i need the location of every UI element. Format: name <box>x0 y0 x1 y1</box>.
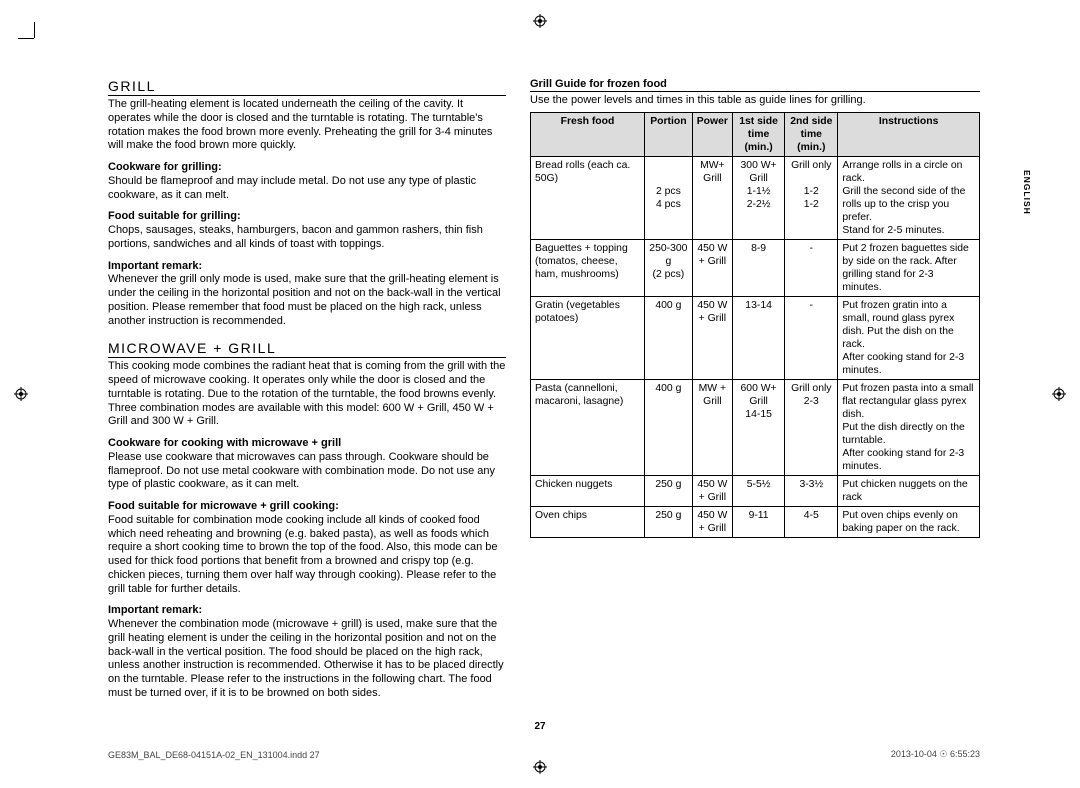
table-cell: 9-11 <box>732 506 784 537</box>
table-row: Baguettes + topping (tomatos, cheese, ha… <box>531 239 980 296</box>
table-header-row: Fresh food Portion Power 1st side time (… <box>531 112 980 156</box>
table-cell: 300 W+ Grill 1-1½ 2-2½ <box>732 156 784 239</box>
heading-grill: GRILL <box>108 78 506 96</box>
table-cell: 250 g <box>645 475 693 506</box>
table-cell: 250-300 g (2 pcs) <box>645 239 693 296</box>
footer-timestamp: 2013-10-04 ☉ 6:55:23 <box>891 749 980 760</box>
subhead-cookware-mwgrill: Cookware for cooking with microwave + gr… <box>108 437 506 451</box>
registration-mark-left <box>14 387 28 401</box>
th-instr: Instructions <box>838 112 980 156</box>
subhead-food-grill: Food suitable for grilling: <box>108 210 506 224</box>
para-mwgrill-intro: This cooking mode combines the radiant h… <box>108 360 506 429</box>
table-cell: Pasta (cannelloni, macaroni, lasagne) <box>531 379 645 475</box>
table-cell: - <box>785 296 838 379</box>
table-cell: 450 W + Grill <box>692 296 732 379</box>
table-cell: Put frozen pasta into a small flat recta… <box>838 379 980 475</box>
table-cell: Gratin (vegetables potatoes) <box>531 296 645 379</box>
table-body: Bread rolls (each ca. 50G) 2 pcs 4 pcsMW… <box>531 156 980 537</box>
grill-guide-table: Fresh food Portion Power 1st side time (… <box>530 112 980 538</box>
para-cookware-grill: Should be flameproof and may include met… <box>108 175 506 203</box>
table-row: Bread rolls (each ca. 50G) 2 pcs 4 pcsMW… <box>531 156 980 239</box>
table-cell: MW+ Grill <box>692 156 732 239</box>
table-cell: Put oven chips evenly on baking paper on… <box>838 506 980 537</box>
para-food-grill: Chops, sausages, steaks, hamburgers, bac… <box>108 224 506 252</box>
para-grill-intro: The grill-heating element is located und… <box>108 98 506 153</box>
table-cell: 600 W+ Grill 14-15 <box>732 379 784 475</box>
footer-filename: GE83M_BAL_DE68-04151A-02_EN_131004.indd … <box>108 750 320 760</box>
table-cell: Grill only 1-2 1-2 <box>785 156 838 239</box>
para-remark-mwgrill: Whenever the combination mode (microwave… <box>108 618 506 701</box>
table-cell: 5-5½ <box>732 475 784 506</box>
subhead-remark-mwgrill: Important remark: <box>108 604 506 618</box>
th-1st: 1st side time (min.) <box>732 112 784 156</box>
th-2nd: 2nd side time (min.) <box>785 112 838 156</box>
subhead-remark-grill: Important remark: <box>108 260 506 274</box>
table-cell: 400 g <box>645 296 693 379</box>
table-cell: 8-9 <box>732 239 784 296</box>
th-food: Fresh food <box>531 112 645 156</box>
table-cell: 13-14 <box>732 296 784 379</box>
table-cell: Grill only 2-3 <box>785 379 838 475</box>
th-power: Power <box>692 112 732 156</box>
column-right: Grill Guide for frozen food Use the powe… <box>530 78 980 701</box>
registration-mark-top <box>533 14 547 28</box>
table-row: Chicken nuggets250 g450 W + Grill5-5½3-3… <box>531 475 980 506</box>
heading-mwgrill: MICROWAVE + GRILL <box>108 340 506 358</box>
page-number: 27 <box>0 721 1080 732</box>
page-content: GRILL The grill-heating element is locat… <box>0 0 1080 741</box>
table-cell: 3-3½ <box>785 475 838 506</box>
para-guide-intro: Use the power levels and times in this t… <box>530 94 980 108</box>
table-cell: Oven chips <box>531 506 645 537</box>
table-cell: Put frozen gratin into a small, round gl… <box>838 296 980 379</box>
table-cell: 450 W + Grill <box>692 475 732 506</box>
table-cell: 2 pcs 4 pcs <box>645 156 693 239</box>
subhead-cookware-grill: Cookware for grilling: <box>108 161 506 175</box>
table-cell: Put 2 frozen baguettes side by side on t… <box>838 239 980 296</box>
table-cell: 450 W + Grill <box>692 239 732 296</box>
subhead-food-mwgrill: Food suitable for microwave + grill cook… <box>108 500 506 514</box>
crop-mark <box>34 22 54 42</box>
table-cell: Put chicken nuggets on the rack <box>838 475 980 506</box>
column-left: GRILL The grill-heating element is locat… <box>108 78 506 701</box>
table-cell: Baguettes + topping (tomatos, cheese, ha… <box>531 239 645 296</box>
para-cookware-mwgrill: Please use cookware that microwaves can … <box>108 451 506 492</box>
table-cell: - <box>785 239 838 296</box>
table-cell: 400 g <box>645 379 693 475</box>
registration-mark-bottom <box>533 760 547 774</box>
table-cell: MW + Grill <box>692 379 732 475</box>
table-cell: Arrange rolls in a circle on rack. Grill… <box>838 156 980 239</box>
table-cell: Bread rolls (each ca. 50G) <box>531 156 645 239</box>
para-remark-grill: Whenever the grill only mode is used, ma… <box>108 273 506 328</box>
th-portion: Portion <box>645 112 693 156</box>
table-cell: Chicken nuggets <box>531 475 645 506</box>
registration-mark-right <box>1052 387 1066 401</box>
table-cell: 4-5 <box>785 506 838 537</box>
table-row: Gratin (vegetables potatoes)400 g450 W +… <box>531 296 980 379</box>
table-row: Oven chips250 g450 W + Grill9-114-5Put o… <box>531 506 980 537</box>
language-tab: ENGLISH <box>1022 170 1032 215</box>
table-row: Pasta (cannelloni, macaroni, lasagne)400… <box>531 379 980 475</box>
table-cell: 250 g <box>645 506 693 537</box>
para-food-mwgrill: Food suitable for combination mode cooki… <box>108 514 506 597</box>
heading-guide: Grill Guide for frozen food <box>530 78 980 92</box>
table-cell: 450 W + Grill <box>692 506 732 537</box>
